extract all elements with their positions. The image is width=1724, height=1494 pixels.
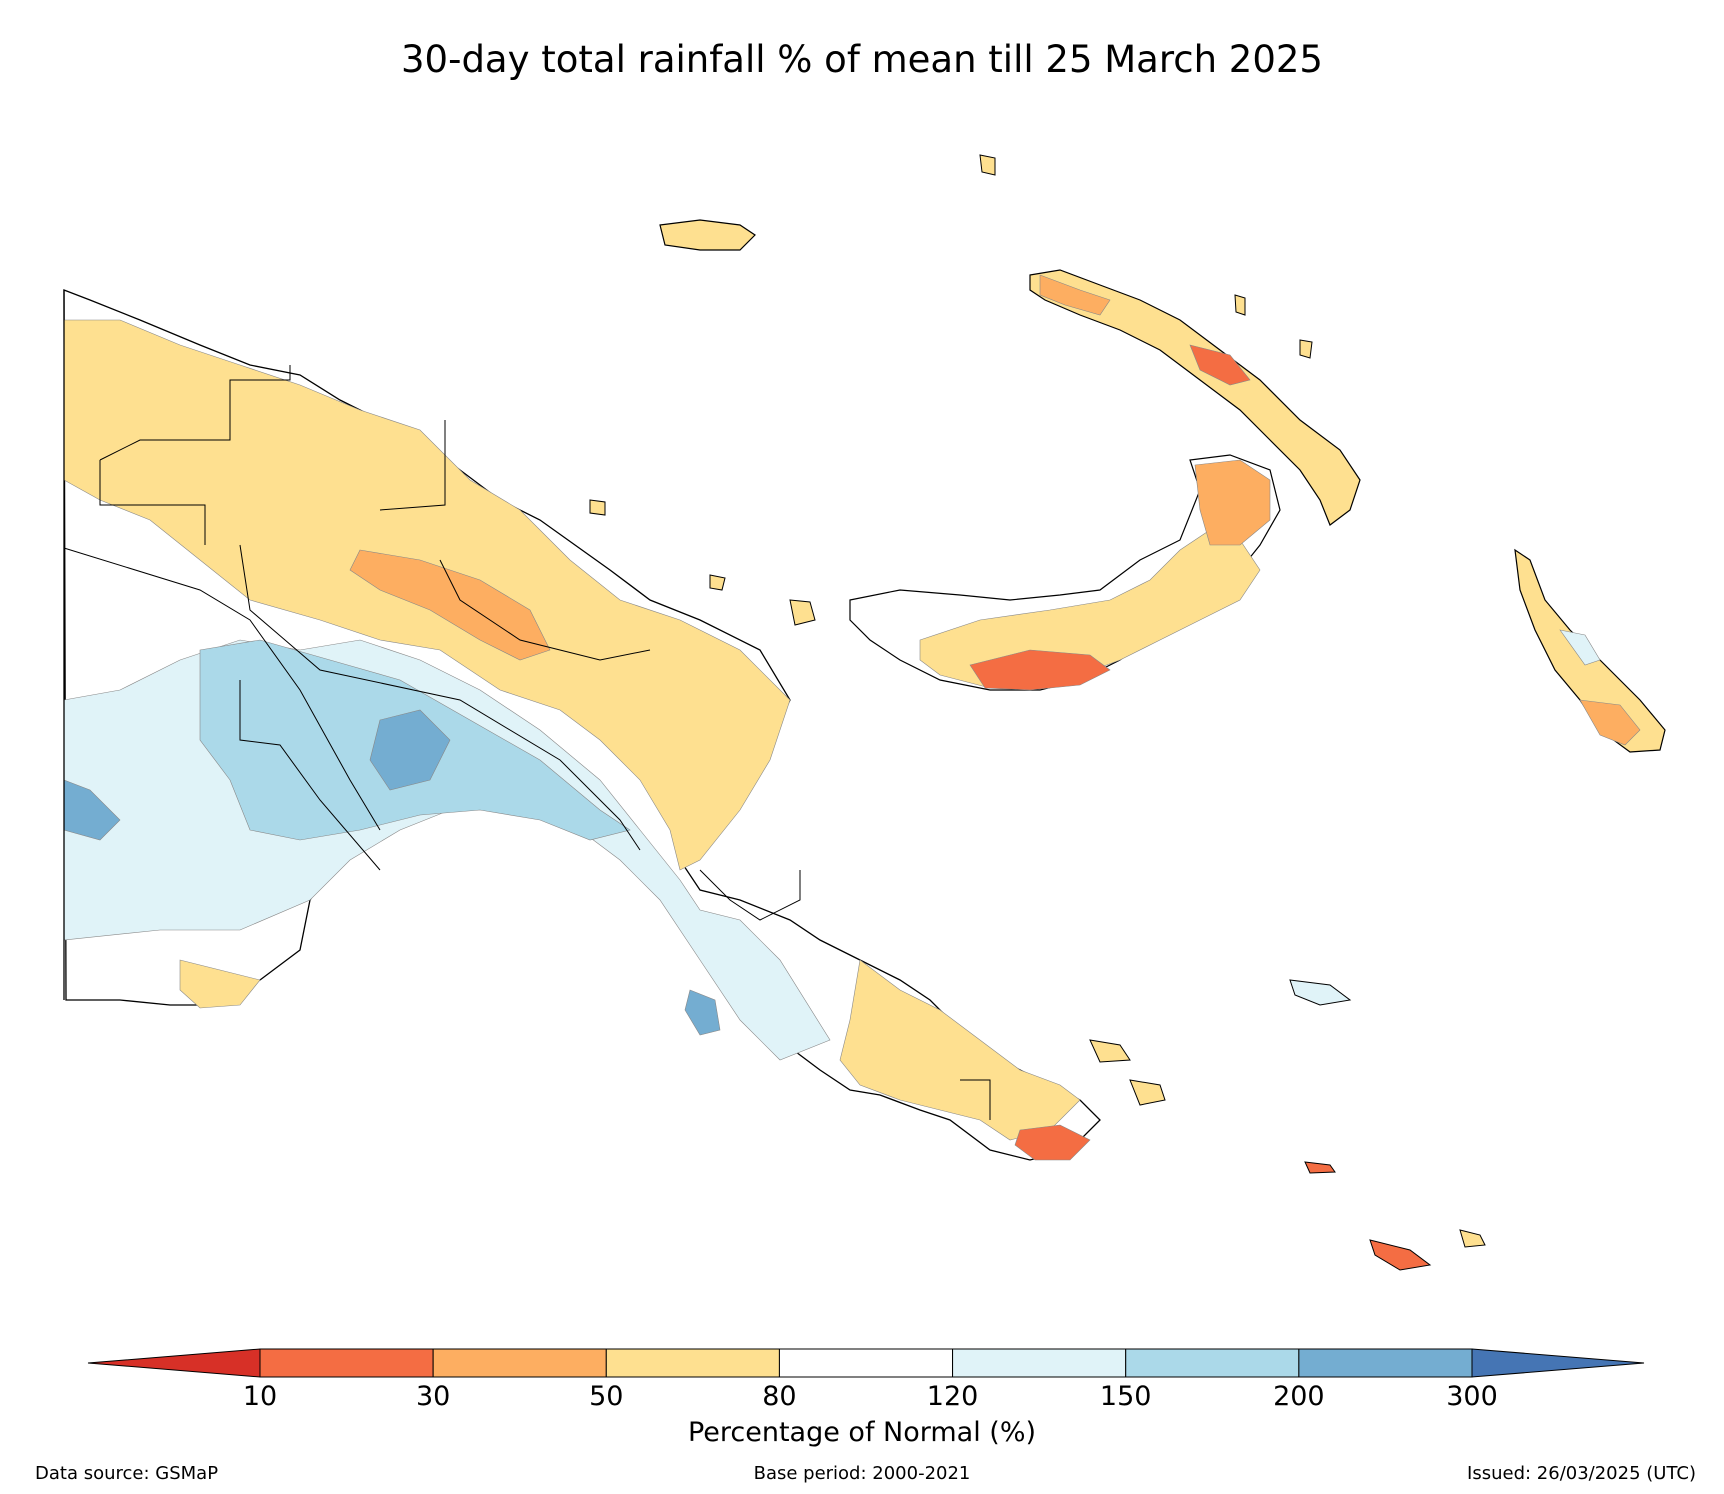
colorbar-bins <box>87 1348 1645 1378</box>
nissan-island <box>1299 339 1313 359</box>
normanby-island <box>1129 1079 1166 1106</box>
colorbar-bin <box>1125 1348 1300 1378</box>
lihir-island <box>1234 294 1246 316</box>
colorbar-tick-label: 80 <box>762 1381 797 1412</box>
emirau-island <box>979 154 996 176</box>
colorbar-bin <box>952 1348 1127 1378</box>
sudest-island <box>1459 1229 1486 1248</box>
colorbar-bin <box>1471 1348 1645 1378</box>
data-source: Data source: GSMaP <box>35 1463 219 1484</box>
colorbar-tick-label: 10 <box>242 1381 278 1412</box>
new-ireland <box>1029 269 1361 526</box>
new-britain <box>849 454 1281 691</box>
bougainville-orange <box>1579 699 1641 746</box>
rossel-island <box>1369 1239 1432 1271</box>
fergusson-island <box>1089 1039 1131 1063</box>
province-borders <box>63 365 991 1120</box>
dry-zone-southwest <box>179 959 261 1009</box>
colorbar-tick-label: 50 <box>589 1381 624 1412</box>
new-britain-dry-30-50 <box>1194 459 1271 546</box>
colorbar-label: Percentage of Normal (%) <box>687 1417 1037 1448</box>
dry-zone-30-50 <box>349 549 551 661</box>
wet-zone-200 <box>369 709 451 791</box>
umboi-island <box>789 599 816 626</box>
colorbar-bin <box>87 1348 261 1378</box>
base-period: Base period: 2000-2021 <box>753 1463 971 1484</box>
bougainville <box>1514 548 1666 753</box>
long-island <box>709 574 726 591</box>
colorbar-tick-label: 200 <box>1273 1381 1325 1412</box>
issued-date: Issued: 26/03/2025 (UTC) <box>1467 1463 1696 1484</box>
dry-zone-south-east-red <box>1014 1124 1091 1161</box>
colorbar-tick-label: 120 <box>926 1381 979 1412</box>
misima-island <box>1304 1161 1336 1174</box>
karkar-island <box>589 499 606 516</box>
wet-zone-200-east <box>684 989 721 1036</box>
map-title: 30-day total rainfall % of mean till 25 … <box>401 38 1323 81</box>
colorbar <box>87 1348 1645 1378</box>
colorbar-bin <box>432 1348 607 1378</box>
new-ireland-red <box>1189 344 1251 386</box>
mainland <box>63 289 1101 1161</box>
colorbar-bin <box>605 1348 780 1378</box>
colorbar-bin <box>259 1348 434 1378</box>
colorbar-tick-label: 150 <box>1099 1381 1152 1412</box>
colorbar-tick-label: 30 <box>415 1381 451 1412</box>
colorbar-bin <box>778 1348 954 1378</box>
woodlark-island <box>1289 979 1352 1006</box>
bougainville-wet <box>1559 629 1601 666</box>
small-islands <box>589 154 1486 1271</box>
colorbar-bin <box>1298 1348 1473 1378</box>
colorbar-tick-label: 300 <box>1446 1381 1498 1412</box>
rainfall-map <box>63 154 1666 1271</box>
manus-island <box>659 219 756 251</box>
new-britain-red <box>969 649 1111 691</box>
new-ireland-orange <box>1039 274 1111 316</box>
